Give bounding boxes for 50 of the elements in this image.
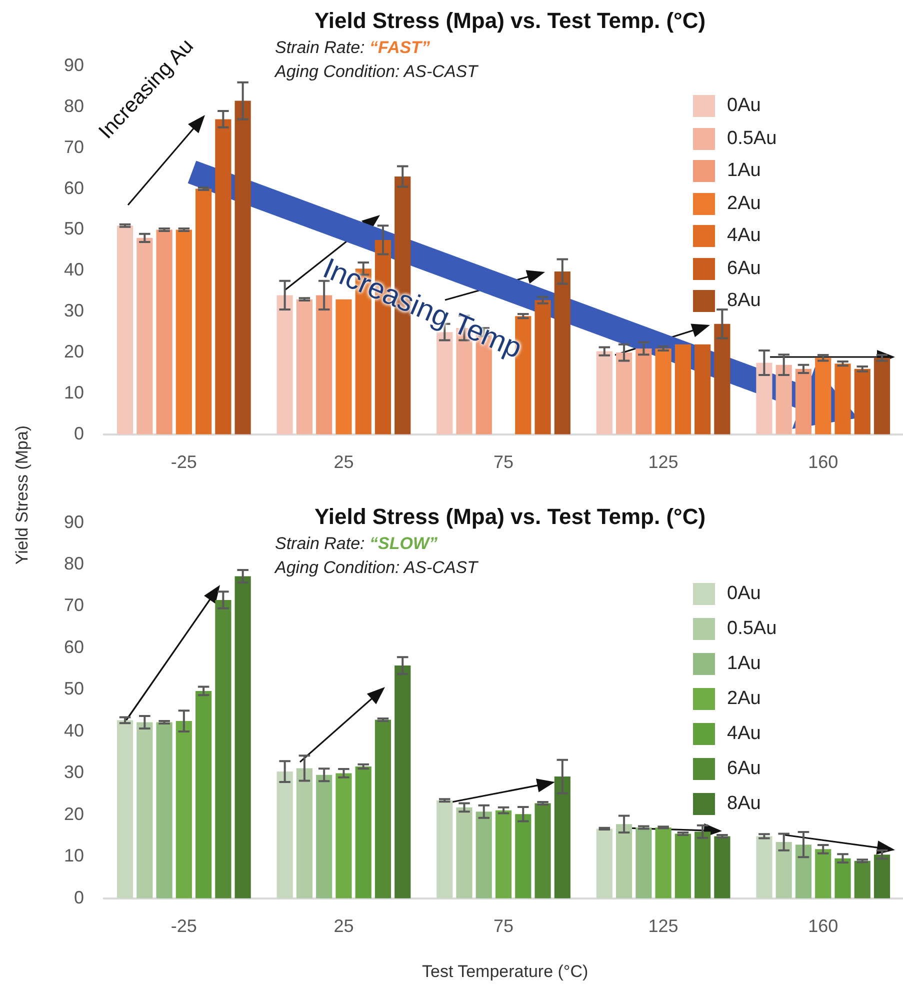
y-tick-label: 40 — [64, 720, 84, 740]
chart-subtitle: Strain Rate: “FAST” Aging Condition: AS-CAST — [275, 37, 478, 83]
y-tick-label: 30 — [64, 762, 84, 782]
y-tick-label: 10 — [64, 382, 84, 402]
y-tick-label: 0 — [74, 887, 84, 908]
y-tick-label: 60 — [64, 636, 84, 657]
legend-label: 0.5Au — [727, 128, 777, 150]
x-tick-label: 160 — [808, 916, 838, 936]
x-tick-label: -25 — [170, 452, 197, 472]
text: Strain Rate: “SLOW” Aging Condition: AS-CAST — [275, 533, 478, 579]
legend-label: 8Au — [727, 792, 761, 814]
y-tick-label: 20 — [64, 342, 84, 362]
legend-label: 6Au — [727, 758, 761, 780]
y-tick-label: 50 — [64, 678, 84, 699]
legend-label: 6Au — [727, 258, 761, 280]
y-tick-label: 60 — [64, 178, 84, 198]
y-tick-label: 20 — [64, 804, 84, 824]
legend-label: 2Au — [727, 192, 761, 215]
x-tick-label: 75 — [493, 452, 514, 472]
y-tick-label: 40 — [64, 260, 84, 280]
y-tick-label: 30 — [64, 300, 84, 321]
legend-label: 0.5Au — [727, 618, 777, 640]
legend-label: 4Au — [727, 722, 761, 744]
legend-label: 1Au — [727, 160, 761, 182]
y-tick-label: 50 — [64, 218, 84, 239]
x-tick-label: 125 — [648, 916, 678, 936]
x-tick-label: 160 — [808, 452, 838, 472]
legend-label: 8Au — [727, 290, 761, 312]
y-tick-label: 80 — [64, 96, 84, 116]
x-axis-title: Test Temperature (°C) — [422, 962, 588, 982]
x-tick-label: 75 — [493, 916, 514, 936]
y-tick-label: 80 — [64, 554, 84, 574]
y-tick-label: 0 — [74, 423, 84, 444]
legend-label: 0Au — [727, 582, 761, 604]
x-tick-label: 125 — [648, 452, 678, 472]
chart-title: Yield Stress (Mpa) vs. Test Temp. (°C) — [314, 8, 706, 34]
chart-title: Yield Stress (Mpa) vs. Test Temp. (°C) — [314, 504, 706, 530]
y-tick-label: 90 — [64, 54, 84, 75]
legend-label: 1Au — [727, 652, 761, 674]
y-tick-label: 90 — [64, 512, 84, 532]
x-tick-label: 25 — [334, 452, 354, 472]
y-tick-label: 70 — [64, 595, 84, 616]
y-tick-label: 10 — [64, 846, 84, 866]
legend-label: 0Au — [727, 95, 761, 118]
legend-label: 2Au — [727, 688, 761, 710]
y-tick-label: 70 — [64, 136, 84, 157]
x-tick-label: 25 — [334, 916, 354, 936]
legend-label: 4Au — [727, 225, 761, 248]
y-axis-title: Yield Stress (Mpa) — [12, 425, 32, 565]
x-tick-label: -25 — [170, 916, 197, 936]
